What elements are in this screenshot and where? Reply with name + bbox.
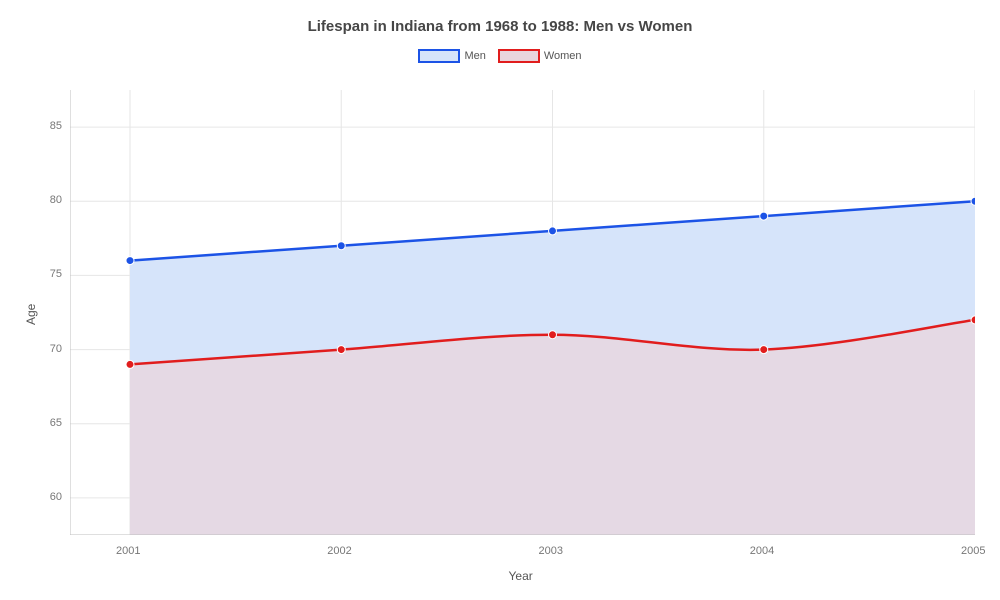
x-axis-label: Year (509, 569, 533, 583)
legend-swatch-women (498, 49, 540, 63)
legend-label-women: Women (544, 50, 582, 62)
marker-women (337, 346, 345, 354)
legend-item-women: Women (498, 49, 582, 63)
legend-label-men: Men (464, 50, 485, 62)
chart-title: Lifespan in Indiana from 1968 to 1988: M… (0, 0, 1000, 35)
chart-container: Lifespan in Indiana from 1968 to 1988: M… (0, 0, 1000, 600)
x-tick-label: 2003 (539, 545, 563, 557)
marker-women (549, 331, 557, 339)
marker-women (126, 360, 134, 368)
x-tick-label: 2004 (750, 545, 774, 557)
marker-women (971, 316, 975, 324)
y-axis-label: Age (24, 303, 38, 324)
marker-men (760, 212, 768, 220)
legend: Men Women (0, 49, 1000, 63)
y-tick-label: 60 (50, 491, 62, 503)
y-tick-label: 70 (50, 343, 62, 355)
y-tick-label: 65 (50, 417, 62, 429)
x-tick-label: 2001 (116, 545, 140, 557)
marker-men (126, 257, 134, 265)
y-tick-label: 75 (50, 268, 62, 280)
x-tick-label: 2005 (961, 545, 985, 557)
chart-svg (70, 90, 975, 535)
y-tick-label: 80 (50, 194, 62, 206)
x-tick-label: 2002 (327, 545, 351, 557)
legend-item-men: Men (418, 49, 485, 63)
marker-men (337, 242, 345, 250)
y-tick-label: 85 (50, 120, 62, 132)
marker-men (549, 227, 557, 235)
legend-swatch-men (418, 49, 460, 63)
plot-area (70, 90, 975, 535)
marker-women (760, 346, 768, 354)
marker-men (971, 197, 975, 205)
